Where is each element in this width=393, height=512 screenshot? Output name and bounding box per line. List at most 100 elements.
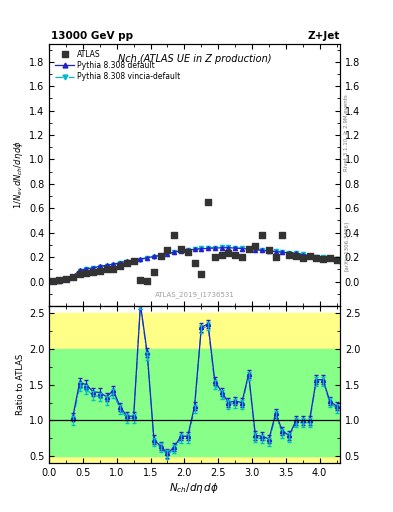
Pythia 8.308 default xyxy=(239,245,244,251)
Pythia 8.308 default xyxy=(314,254,319,260)
ATLAS xyxy=(144,277,151,285)
Pythia 8.308 vincia-default xyxy=(199,245,204,251)
Pythia 8.308 default xyxy=(64,276,68,283)
Pythia 8.308 default xyxy=(125,258,129,264)
Line: Pythia 8.308 vincia-default: Pythia 8.308 vincia-default xyxy=(50,245,339,283)
ATLAS xyxy=(83,269,90,277)
Pythia 8.308 vincia-default xyxy=(226,244,231,250)
Pythia 8.308 default xyxy=(97,263,102,269)
ATLAS xyxy=(293,252,299,260)
Pythia 8.308 vincia-default xyxy=(233,245,237,251)
Pythia 8.308 vincia-default xyxy=(192,246,197,252)
ATLAS xyxy=(313,254,320,263)
ATLAS xyxy=(151,268,157,276)
Pythia 8.308 default xyxy=(172,249,176,255)
Pythia 8.308 default xyxy=(104,262,109,268)
Pythia 8.308 default xyxy=(192,246,197,252)
ATLAS xyxy=(110,265,116,273)
Pythia 8.308 default xyxy=(260,247,264,253)
Pythia 8.308 default xyxy=(185,247,190,253)
Pythia 8.308 default xyxy=(91,265,95,271)
Pythia 8.308 vincia-default xyxy=(246,246,251,252)
Pythia 8.308 vincia-default xyxy=(64,276,68,283)
Pythia 8.308 vincia-default xyxy=(152,254,156,260)
Pythia 8.308 default xyxy=(111,261,116,267)
Pythia 8.308 vincia-default xyxy=(314,253,319,260)
ATLAS xyxy=(171,231,177,239)
Text: 13000 GeV pp: 13000 GeV pp xyxy=(51,31,133,41)
Pythia 8.308 vincia-default xyxy=(327,255,332,261)
Pythia 8.308 default xyxy=(118,260,123,266)
Pythia 8.308 default xyxy=(179,248,184,254)
ATLAS xyxy=(137,276,143,284)
Pythia 8.308 default xyxy=(57,278,62,284)
ATLAS xyxy=(205,198,211,206)
ATLAS xyxy=(97,266,103,274)
Pythia 8.308 default xyxy=(233,245,237,251)
Pythia 8.308 vincia-default xyxy=(57,278,62,284)
Pythia 8.308 vincia-default xyxy=(219,244,224,250)
Pythia 8.308 default xyxy=(213,245,217,251)
Pythia 8.308 default xyxy=(274,249,278,255)
Pythia 8.308 vincia-default xyxy=(172,249,176,255)
ATLAS xyxy=(103,265,110,273)
ATLAS xyxy=(124,259,130,267)
Line: Pythia 8.308 default: Pythia 8.308 default xyxy=(50,246,339,283)
ATLAS xyxy=(158,252,164,260)
ATLAS xyxy=(320,255,326,263)
Pythia 8.308 default xyxy=(138,256,143,262)
Pythia 8.308 vincia-default xyxy=(104,263,109,269)
Text: Z+Jet: Z+Jet xyxy=(308,31,340,41)
ATLAS xyxy=(273,253,279,261)
Pythia 8.308 vincia-default xyxy=(274,248,278,254)
Pythia 8.308 default xyxy=(50,278,55,284)
Text: Nch (ATLAS UE in Z production): Nch (ATLAS UE in Z production) xyxy=(118,54,271,64)
Pythia 8.308 default xyxy=(206,245,210,251)
Pythia 8.308 vincia-default xyxy=(165,251,170,257)
Pythia 8.308 default xyxy=(84,266,89,272)
Pythia 8.308 vincia-default xyxy=(206,245,210,251)
ATLAS xyxy=(239,253,245,261)
Pythia 8.308 vincia-default xyxy=(145,255,150,262)
Pythia 8.308 vincia-default xyxy=(179,248,184,254)
ATLAS xyxy=(225,249,231,258)
Pythia 8.308 default xyxy=(253,247,258,253)
Y-axis label: $1/N_{ev}\,dN_{ch}/d\eta\,d\phi$: $1/N_{ev}\,dN_{ch}/d\eta\,d\phi$ xyxy=(12,140,25,209)
Pythia 8.308 vincia-default xyxy=(300,251,305,258)
ATLAS xyxy=(63,275,69,283)
Pythia 8.308 default xyxy=(199,246,204,252)
ATLAS xyxy=(232,250,238,259)
ATLAS xyxy=(219,250,225,259)
Pythia 8.308 vincia-default xyxy=(294,250,298,257)
ATLAS xyxy=(259,231,265,239)
Pythia 8.308 default xyxy=(287,250,292,256)
Pythia 8.308 vincia-default xyxy=(266,248,271,254)
Pythia 8.308 default xyxy=(327,255,332,262)
ATLAS xyxy=(90,268,96,276)
Text: Rivet 3.1.10, ≥ 2.9M events: Rivet 3.1.10, ≥ 2.9M events xyxy=(344,95,349,172)
Pythia 8.308 default xyxy=(307,252,312,259)
Pythia 8.308 default xyxy=(226,245,231,251)
Pythia 8.308 default xyxy=(131,257,136,263)
Pythia 8.308 vincia-default xyxy=(260,247,264,253)
Pythia 8.308 default xyxy=(321,254,325,261)
ATLAS xyxy=(198,269,204,278)
Pythia 8.308 vincia-default xyxy=(77,268,82,274)
Pythia 8.308 vincia-default xyxy=(50,278,55,284)
Pythia 8.308 vincia-default xyxy=(280,249,285,255)
Pythia 8.308 vincia-default xyxy=(118,260,123,266)
Pythia 8.308 default xyxy=(152,253,156,260)
Pythia 8.308 vincia-default xyxy=(125,259,129,265)
ATLAS xyxy=(117,262,123,270)
Pythia 8.308 default xyxy=(158,252,163,259)
Pythia 8.308 vincia-default xyxy=(131,258,136,264)
Pythia 8.308 vincia-default xyxy=(84,266,89,272)
Text: [arXiv:1306.3436]: [arXiv:1306.3436] xyxy=(344,221,349,271)
ATLAS xyxy=(299,254,306,263)
Pythia 8.308 vincia-default xyxy=(307,252,312,259)
ATLAS xyxy=(70,272,76,281)
ATLAS xyxy=(212,253,218,261)
Pythia 8.308 vincia-default xyxy=(111,262,116,268)
Pythia 8.308 vincia-default xyxy=(91,265,95,271)
ATLAS xyxy=(327,254,333,263)
